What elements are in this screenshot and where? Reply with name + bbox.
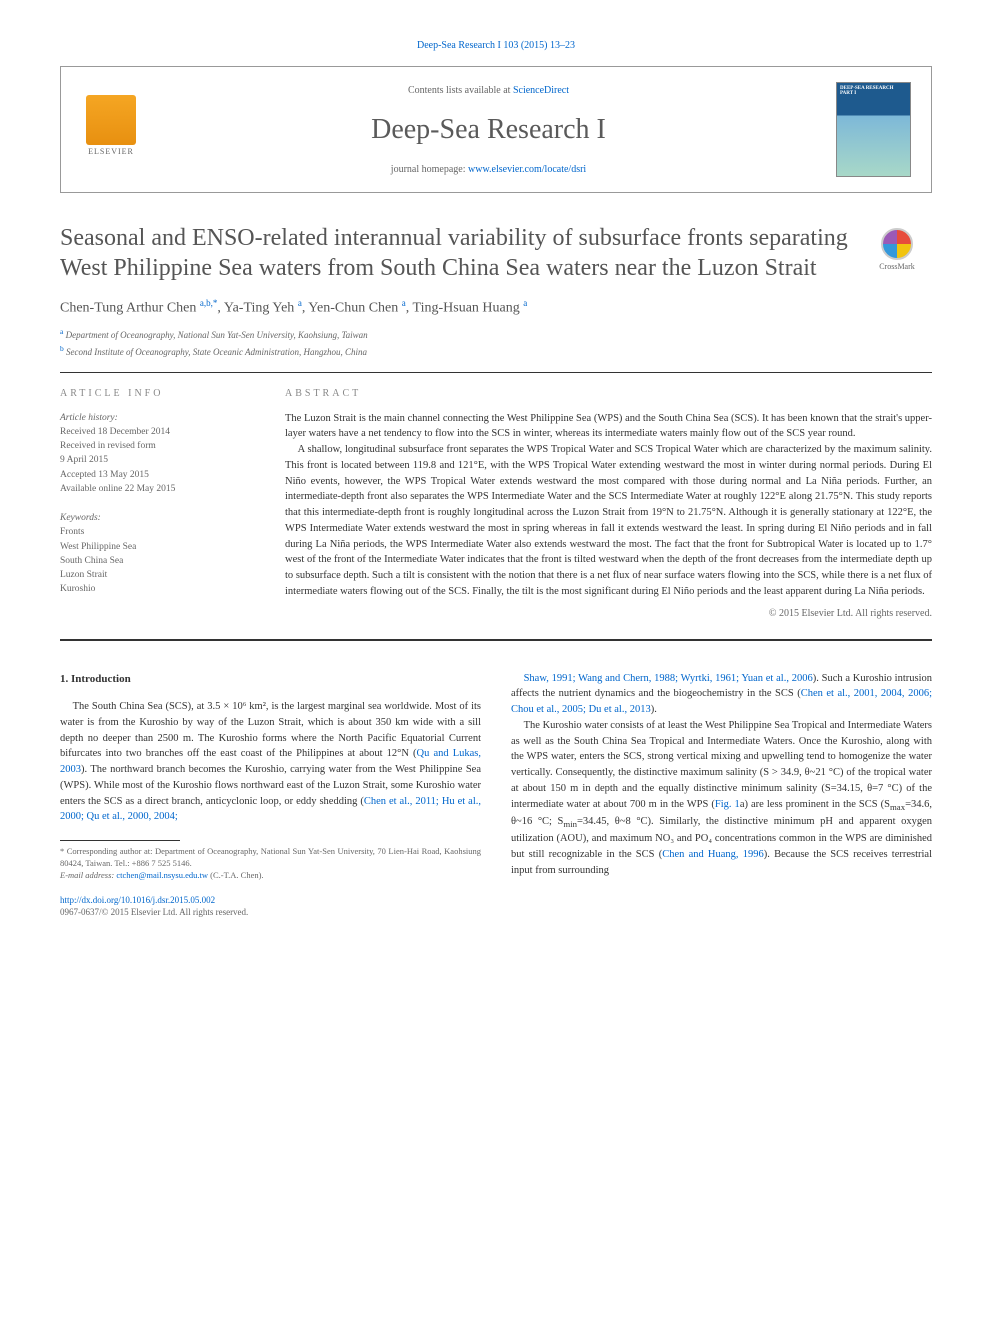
- footnote-corr: * Corresponding author at: Department of…: [60, 846, 481, 870]
- footnote-separator: [60, 840, 180, 841]
- article-info-label: ARTICLE INFO: [60, 388, 260, 399]
- history-line: Received 18 December 2014: [60, 425, 260, 439]
- divider: [60, 372, 932, 373]
- affiliations-block: a Department of Oceanography, National S…: [60, 327, 932, 357]
- issn-copyright: 0967-0637/© 2015 Elsevier Ltd. All right…: [60, 907, 248, 917]
- homepage-label: journal homepage:: [391, 164, 468, 175]
- sciencedirect-link[interactable]: ScienceDirect: [513, 85, 569, 96]
- abstract-col: ABSTRACT The Luzon Strait is the main ch…: [285, 388, 932, 619]
- page-container: Deep-Sea Research I 103 (2015) 13–23 ELS…: [0, 0, 992, 959]
- history-line: 9 April 2015: [60, 453, 260, 467]
- abstract-paragraph: The Luzon Strait is the main channel con…: [285, 411, 932, 443]
- footnote-email-line: E-mail address: ctchen@mail.nsysu.edu.tw…: [60, 870, 481, 882]
- keyword-line: Luzon Strait: [60, 568, 260, 582]
- info-abstract-row: ARTICLE INFO Article history: Received 1…: [60, 388, 932, 619]
- abstract-paragraph: A shallow, longitudinal subsurface front…: [285, 442, 932, 600]
- history-line: Accepted 13 May 2015: [60, 468, 260, 482]
- body-col-right: Shaw, 1991; Wang and Chern, 1988; Wyrtki…: [511, 671, 932, 919]
- top-citation-link[interactable]: Deep-Sea Research I 103 (2015) 13–23: [60, 40, 932, 51]
- keyword-line: Kuroshio: [60, 582, 260, 596]
- body-col-left: 1. Introduction The South China Sea (SCS…: [60, 671, 481, 919]
- crossmark-icon: [881, 228, 913, 260]
- elsevier-tree-icon: [86, 95, 136, 145]
- abstract-copyright: © 2015 Elsevier Ltd. All rights reserved…: [285, 608, 932, 619]
- article-title: Seasonal and ENSO-related interannual va…: [60, 223, 932, 283]
- body-columns: 1. Introduction The South China Sea (SCS…: [60, 671, 932, 919]
- doi-link[interactable]: http://dx.doi.org/10.1016/j.dsr.2015.05.…: [60, 895, 215, 905]
- elsevier-logo[interactable]: ELSEVIER: [81, 95, 141, 165]
- email-suffix: (C.-T.A. Chen).: [208, 870, 264, 880]
- title-text: Seasonal and ENSO-related interannual va…: [60, 225, 848, 281]
- homepage-line: journal homepage: www.elsevier.com/locat…: [141, 164, 836, 175]
- crossmark-label: CrossMark: [862, 262, 932, 272]
- authors-line: Chen-Tung Arthur Chen a,b,*, Ya-Ting Yeh…: [60, 298, 932, 317]
- journal-header: ELSEVIER Contents lists available at Sci…: [60, 66, 932, 193]
- doi-block: http://dx.doi.org/10.1016/j.dsr.2015.05.…: [60, 894, 481, 919]
- keywords-label: Keywords:: [60, 511, 260, 525]
- affiliation-line: a Department of Oceanography, National S…: [60, 327, 932, 340]
- crossmark-badge[interactable]: CrossMark: [862, 228, 932, 272]
- contents-line: Contents lists available at ScienceDirec…: [141, 85, 836, 96]
- elsevier-label: ELSEVIER: [88, 147, 134, 156]
- history-line: Available online 22 May 2015: [60, 482, 260, 496]
- contents-text: Contents lists available at: [408, 85, 513, 96]
- section-heading: 1. Introduction: [60, 671, 481, 688]
- body-paragraph: Shaw, 1991; Wang and Chern, 1988; Wyrtki…: [511, 671, 932, 718]
- abstract-text: The Luzon Strait is the main channel con…: [285, 411, 932, 600]
- journal-cover-thumbnail[interactable]: DEEP-SEA RESEARCH PART I: [836, 82, 911, 177]
- email-label: E-mail address:: [60, 870, 116, 880]
- body-paragraph: The South China Sea (SCS), at 3.5 × 10⁶ …: [60, 699, 481, 825]
- journal-name: Deep-Sea Research I: [141, 114, 836, 146]
- header-center: Contents lists available at ScienceDirec…: [141, 85, 836, 175]
- keyword-line: Fronts: [60, 525, 260, 539]
- history-line: Received in revised form: [60, 439, 260, 453]
- body-paragraph: The Kuroshio water consists of at least …: [511, 718, 932, 878]
- history-block: Article history: Received 18 December 20…: [60, 411, 260, 497]
- cover-title: DEEP-SEA RESEARCH PART I: [837, 83, 910, 99]
- homepage-link[interactable]: www.elsevier.com/locate/dsri: [468, 164, 586, 175]
- keyword-line: South China Sea: [60, 554, 260, 568]
- email-link[interactable]: ctchen@mail.nsysu.edu.tw: [116, 870, 208, 880]
- thick-divider: [60, 639, 932, 641]
- article-info-col: ARTICLE INFO Article history: Received 1…: [60, 388, 260, 619]
- keywords-block: Keywords: FrontsWest Philippine SeaSouth…: [60, 511, 260, 597]
- corresponding-footnote: * Corresponding author at: Department of…: [60, 846, 481, 882]
- history-label: Article history:: [60, 411, 260, 425]
- abstract-label: ABSTRACT: [285, 388, 932, 399]
- affiliation-line: b Second Institute of Oceanography, Stat…: [60, 344, 932, 357]
- keyword-line: West Philippine Sea: [60, 540, 260, 554]
